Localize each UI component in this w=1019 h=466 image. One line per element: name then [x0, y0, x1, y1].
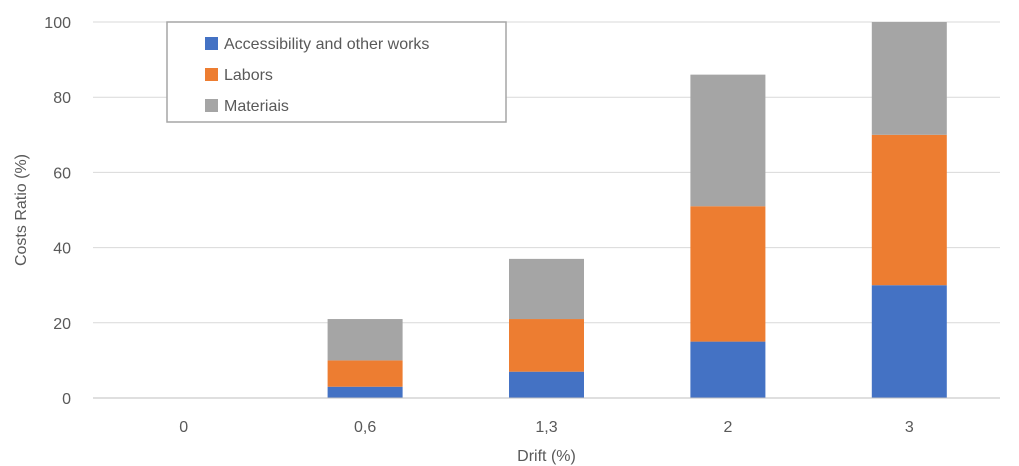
bar-segment — [690, 341, 766, 398]
bar-segment — [509, 319, 584, 372]
y-tick-label: 100 — [44, 15, 71, 32]
bar-stacks — [327, 22, 947, 398]
bar-segment — [871, 285, 947, 398]
bar-segment — [327, 360, 403, 387]
legend-swatch — [205, 37, 218, 50]
y-tick-label: 20 — [53, 316, 71, 333]
x-tick-label: 3 — [905, 419, 914, 436]
x-tick-label: 2 — [723, 419, 732, 436]
x-axis-title: Drift (%) — [517, 448, 576, 465]
legend-swatch — [205, 99, 218, 112]
x-tick-label: 1,3 — [535, 419, 557, 436]
legend-label: Materiais — [224, 98, 289, 115]
bar-segment — [690, 74, 766, 207]
y-tick-label: 60 — [53, 165, 71, 182]
legend: Accessibility and other works Labors Mater… — [166, 21, 507, 123]
y-axis-title: Costs Ratio (%) — [13, 154, 30, 266]
bar-segment — [509, 258, 584, 320]
y-tick-label: 0 — [62, 391, 71, 408]
legend-items: Accessibility and other works Labors Mater… — [205, 36, 429, 115]
y-tick-label: 80 — [53, 90, 71, 107]
legend-label: Labors — [224, 67, 273, 84]
bar-segment — [327, 386, 403, 398]
y-tick-labels: 0 20 40 60 80 100 — [44, 15, 71, 408]
legend-swatch — [205, 68, 218, 81]
x-tick-label: 0 — [179, 419, 188, 436]
bar-segment — [871, 22, 947, 135]
y-tick-label: 40 — [53, 241, 71, 258]
bar-segment — [509, 371, 584, 398]
legend-label: Accessibility and other works — [224, 36, 429, 53]
x-tick-labels: 0 0,6 1,3 2 3 — [179, 419, 914, 436]
bar-segment — [327, 319, 403, 361]
bar-segment — [690, 206, 766, 342]
legend-box — [166, 21, 507, 123]
x-tick-label: 0,6 — [354, 419, 376, 436]
bar-segment — [871, 134, 947, 286]
